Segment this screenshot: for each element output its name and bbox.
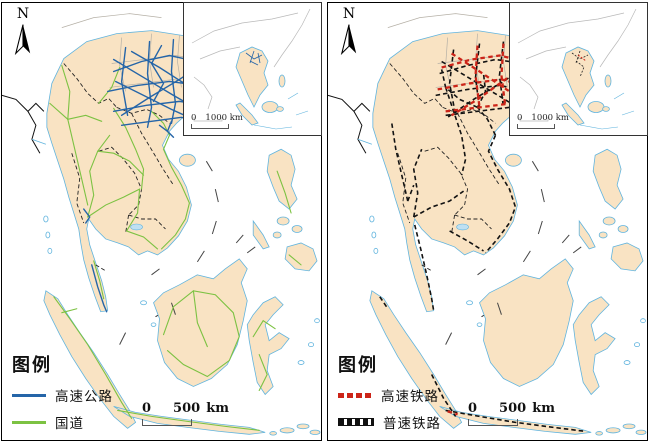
- legend-item-label: 高速公路: [55, 389, 113, 405]
- railway-map-panel: N 0 1000 km: [327, 2, 648, 441]
- overview-inset-map: 0 1000 km: [183, 2, 322, 136]
- north-label: N: [342, 6, 356, 22]
- inset-railway-network: [571, 50, 589, 78]
- inset-scale-bar: 0 1000 km: [191, 114, 243, 129]
- legend-item-conventional-rail: 普速铁路: [338, 412, 441, 432]
- scale-start: 0: [468, 401, 478, 416]
- legend-item-national-road: 国道: [12, 412, 113, 432]
- overview-inset-svg: [517, 8, 637, 130]
- scale-end: 500: [499, 401, 527, 416]
- scale-unit: km: [532, 401, 555, 416]
- overview-inset-svg: [191, 8, 311, 130]
- national-road-layer: [49, 64, 302, 431]
- legend-item-expressway: 高速公路: [12, 385, 113, 405]
- road-map-panel: N 0 1000 km: [1, 2, 322, 441]
- overview-inset-map: 0 1000 km: [509, 2, 648, 136]
- legend: 图例 高速铁路 普速铁路: [338, 351, 441, 432]
- inset-scale-zero: 0: [191, 113, 197, 123]
- inset-scale-zero: 0: [517, 113, 523, 123]
- high-speed-rail-line-swatch: [338, 392, 372, 398]
- legend-item-label: 国道: [55, 416, 84, 432]
- inset-scale-bracket: [191, 124, 229, 129]
- inset-scale-value: 1000 km: [205, 113, 243, 123]
- national-road-line-swatch: [12, 420, 46, 424]
- north-arrow: N: [336, 7, 362, 63]
- legend-title: 图例: [12, 355, 52, 376]
- scale-bar: 0 500 km: [140, 401, 229, 426]
- north-arrow-icon: [14, 24, 31, 56]
- north-label: N: [16, 6, 30, 22]
- scale-bracket: [142, 419, 192, 426]
- scale-bar: 0 500 km: [466, 401, 555, 426]
- legend: 图例 高速公路 国道: [12, 351, 113, 432]
- inset-road-network: [245, 50, 263, 66]
- scale-bracket: [468, 419, 518, 426]
- legend-item-label: 普速铁路: [383, 416, 441, 432]
- legend-title: 图例: [338, 355, 378, 376]
- scale-unit: km: [206, 401, 229, 416]
- expressway-line-swatch: [12, 393, 46, 397]
- north-arrow-icon: [340, 24, 357, 56]
- inset-scale-bracket: [517, 124, 555, 129]
- conventional-rail-line-swatch: [338, 418, 374, 426]
- north-arrow: N: [10, 7, 36, 63]
- inset-scale-value: 1000 km: [531, 113, 569, 123]
- legend-item-high-speed-rail: 高速铁路: [338, 385, 441, 405]
- legend-item-label: 高速铁路: [381, 389, 439, 405]
- scale-start: 0: [142, 401, 152, 416]
- scale-end: 500: [173, 401, 201, 416]
- inset-scale-bar: 0 1000 km: [517, 114, 569, 129]
